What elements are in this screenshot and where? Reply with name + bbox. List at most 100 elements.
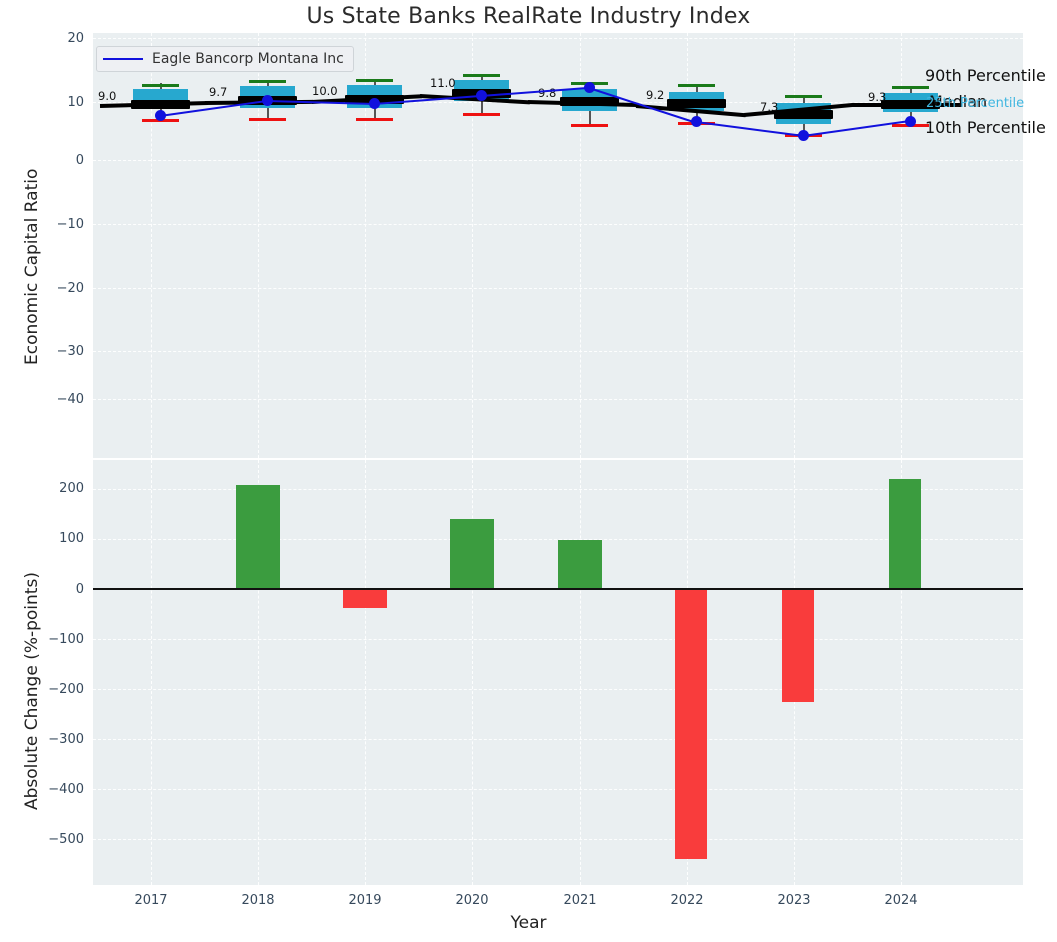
bar-2021 bbox=[558, 540, 602, 589]
cap-low-2021 bbox=[571, 124, 608, 127]
top-gridline-v bbox=[365, 33, 366, 458]
bar-2023 bbox=[782, 589, 814, 702]
legend-box[interactable]: Eagle Bancorp Montana Inc bbox=[96, 46, 354, 72]
bar-2020 bbox=[450, 519, 494, 589]
bottom-ytick-100: 100 bbox=[59, 531, 84, 546]
top-gridline-v bbox=[687, 33, 688, 458]
bottom-ytick-0: 0 bbox=[75, 582, 84, 597]
annotation-10th-percentile: 10th Percentile bbox=[925, 118, 1046, 137]
median-label-2021: 9.8 bbox=[538, 86, 557, 100]
top-gridline-v bbox=[151, 33, 152, 458]
top-gridline bbox=[93, 160, 1023, 161]
bar-2022 bbox=[675, 589, 707, 859]
top-gridline-v bbox=[472, 33, 473, 458]
bar-2024 bbox=[889, 479, 921, 589]
bottom-ytick-m400: −400 bbox=[48, 782, 84, 797]
annotation-median: Median bbox=[929, 92, 988, 111]
median-label-2023: 7.3 bbox=[760, 100, 779, 114]
bar-2019 bbox=[343, 589, 387, 608]
median-bar-2023 bbox=[774, 110, 833, 119]
median-label-2020: 11.0 bbox=[430, 76, 456, 90]
median-label-2019: 10.0 bbox=[312, 84, 338, 98]
company-point-2020 bbox=[476, 90, 487, 101]
median-bar-2022 bbox=[667, 99, 726, 108]
cap-low-2018 bbox=[249, 118, 286, 121]
bottom-gridline bbox=[93, 789, 1023, 790]
bottom-gridline-v bbox=[151, 460, 152, 885]
top-gridline bbox=[93, 224, 1023, 225]
median-bar-2017 bbox=[131, 100, 190, 109]
top-ytick-m30: −30 bbox=[56, 344, 84, 359]
bottom-gridline bbox=[93, 539, 1023, 540]
top-gridline bbox=[93, 399, 1023, 400]
cap-high-2019 bbox=[356, 79, 393, 82]
xtick-2021: 2021 bbox=[563, 893, 597, 908]
top-gridline-v bbox=[258, 33, 259, 458]
company-point-2018 bbox=[262, 95, 273, 106]
xtick-2017: 2017 bbox=[134, 893, 168, 908]
xtick-2020: 2020 bbox=[455, 893, 489, 908]
top-gridline bbox=[93, 351, 1023, 352]
x-axis-label: Year bbox=[510, 913, 547, 933]
top-ytick-20: 20 bbox=[67, 31, 84, 46]
cap-high-2017 bbox=[142, 84, 179, 87]
company-point-2021 bbox=[584, 82, 595, 93]
median-bar-2024 bbox=[881, 100, 940, 109]
top-ytick-m20: −20 bbox=[56, 281, 84, 296]
top-gridline-v bbox=[580, 33, 581, 458]
median-label-2017: 9.0 bbox=[98, 89, 117, 103]
bar-2018 bbox=[236, 485, 280, 589]
legend-line-swatch bbox=[103, 58, 143, 60]
xtick-2019: 2019 bbox=[348, 893, 382, 908]
cap-high-2024 bbox=[892, 86, 929, 89]
legend-label: Eagle Bancorp Montana Inc bbox=[152, 51, 344, 67]
cap-low-2020 bbox=[463, 113, 500, 116]
bottom-gridline-v bbox=[580, 460, 581, 885]
top-gridline-v bbox=[901, 33, 902, 458]
bottom-panel-background bbox=[93, 460, 1023, 885]
top-ytick-0: 0 bbox=[75, 153, 84, 168]
bottom-ytick-m500: −500 bbox=[48, 832, 84, 847]
top-ytick-m10: −10 bbox=[56, 217, 84, 232]
bottom-gridline bbox=[93, 689, 1023, 690]
bottom-gridline-v bbox=[901, 460, 902, 885]
company-point-2019 bbox=[369, 98, 380, 109]
bottom-gridline bbox=[93, 489, 1023, 490]
xtick-2018: 2018 bbox=[241, 893, 275, 908]
company-point-2022 bbox=[691, 116, 702, 127]
bottom-gridline bbox=[93, 639, 1023, 640]
top-ytick-10: 10 bbox=[67, 95, 84, 110]
cap-high-2022 bbox=[678, 84, 715, 87]
annotation-25th-percentile: 25th Percentile bbox=[926, 96, 1025, 111]
bottom-gridline-v bbox=[472, 460, 473, 885]
company-point-2023 bbox=[798, 130, 809, 141]
cap-low-2019 bbox=[356, 118, 393, 121]
bottom-gridline-v bbox=[258, 460, 259, 885]
cap-high-2020 bbox=[463, 74, 500, 77]
top-gridline bbox=[93, 288, 1023, 289]
bottom-ytick-m100: −100 bbox=[48, 632, 84, 647]
xtick-2023: 2023 bbox=[777, 893, 811, 908]
top-ytick-m40: −40 bbox=[56, 392, 84, 407]
top-gridline-v bbox=[794, 33, 795, 458]
annotation-90th-percentile: 90th Percentile bbox=[925, 66, 1046, 85]
median-label-2018: 9.7 bbox=[209, 85, 228, 99]
xtick-2024: 2024 bbox=[884, 893, 918, 908]
chart-title: Us State Banks RealRate Industry Index bbox=[306, 4, 751, 29]
median-bar-2021 bbox=[560, 97, 619, 106]
median-label-2022: 9.2 bbox=[646, 88, 665, 102]
median-label-2024: 9.3 bbox=[868, 90, 887, 104]
bottom-ytick-200: 200 bbox=[59, 481, 84, 496]
company-point-2017 bbox=[155, 110, 166, 121]
bottom-zero-line bbox=[93, 588, 1023, 590]
bottom-ytick-m300: −300 bbox=[48, 732, 84, 747]
company-point-2024 bbox=[905, 116, 916, 127]
bottom-gridline bbox=[93, 739, 1023, 740]
bottom-gridline-v bbox=[365, 460, 366, 885]
cap-high-2023 bbox=[785, 95, 822, 98]
bottom-gridline bbox=[93, 839, 1023, 840]
xtick-2022: 2022 bbox=[670, 893, 704, 908]
cap-high-2018 bbox=[249, 80, 286, 83]
top-gridline bbox=[93, 38, 1023, 39]
